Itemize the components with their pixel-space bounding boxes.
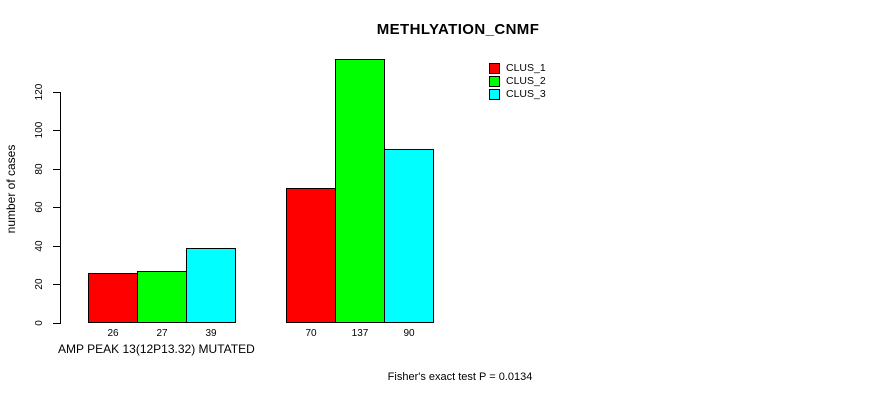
bar-clus-3-group-1 — [186, 247, 236, 323]
y-axis-tick — [53, 91, 60, 93]
x-axis-title: AMP PEAK 13(12P13.32) MUTATED — [58, 342, 255, 356]
y-axis-tick — [53, 245, 60, 247]
legend-label: CLUS_3 — [506, 88, 546, 100]
bar-value-label: 137 — [351, 328, 369, 339]
legend: CLUS_1 CLUS_2 CLUS_3 — [489, 62, 546, 101]
legend-item-clus-1: CLUS_1 — [489, 62, 546, 75]
bar-value-label: 27 — [156, 328, 168, 339]
y-axis-line — [60, 91, 61, 324]
y-axis-tick-label: 40 — [34, 240, 45, 252]
stat-annotation: Fisher's exact test P = 0.0134 — [387, 371, 533, 383]
y-axis-tick — [53, 168, 60, 170]
y-axis-tick — [53, 207, 60, 209]
bar-clus-3-group-2 — [384, 149, 434, 323]
bar-value-label: 26 — [107, 328, 119, 339]
bar-value-label: 90 — [403, 328, 415, 339]
legend-item-clus-2: CLUS_2 — [489, 75, 546, 88]
bar-clus-1-group-2 — [286, 188, 336, 323]
legend-swatch-clus-2 — [489, 76, 500, 87]
bar-value-label: 70 — [305, 328, 317, 339]
legend-item-clus-3: CLUS_3 — [489, 88, 546, 101]
bar-clus-2-group-1 — [137, 270, 187, 323]
y-axis-tick-label: 100 — [34, 121, 45, 139]
y-axis-tick-label: 0 — [34, 320, 45, 326]
y-axis-tick — [53, 130, 60, 132]
chart-title: METHLYATION_CNMF — [376, 21, 540, 38]
y-axis-tick — [53, 323, 60, 324]
legend-label: CLUS_1 — [506, 62, 546, 74]
legend-swatch-clus-3 — [489, 89, 500, 100]
bar-value-label: 39 — [205, 328, 217, 339]
bar-clus-2-group-2 — [335, 58, 385, 323]
legend-label: CLUS_2 — [506, 75, 546, 87]
legend-swatch-clus-1 — [489, 63, 500, 74]
y-axis-tick-label: 120 — [34, 83, 45, 100]
y-axis-tick-label: 20 — [34, 278, 45, 290]
y-axis-tick — [53, 284, 60, 286]
y-axis-tick-label: 60 — [34, 201, 45, 213]
y-axis-tick-label: 80 — [34, 163, 45, 175]
bar-clus-1-group-1 — [88, 272, 138, 323]
